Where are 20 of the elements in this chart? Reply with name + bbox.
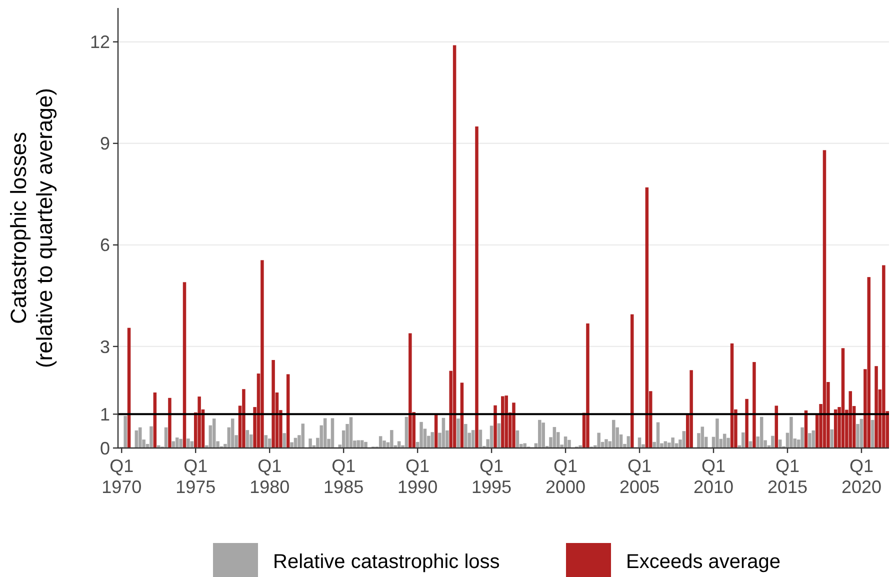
x-tick-label: Q1 1975 (176, 456, 216, 497)
x-tick-label: Q1 1995 (472, 456, 512, 497)
x-tick-label: Q1 1985 (324, 456, 364, 497)
y-tick-label: 0 (100, 438, 110, 458)
y-tick-label: 12 (90, 32, 110, 52)
y-tick-label: 9 (100, 134, 110, 154)
x-tick-label: Q1 2020 (841, 456, 882, 497)
legend-label: Exceeds average (626, 551, 781, 573)
y-tick-label: 1 (100, 404, 110, 424)
y-axis-title: Catastrophic losses (relative to quartely average) (6, 88, 57, 368)
x-tick-label: Q1 2000 (546, 456, 586, 497)
x-tick-label: Q1 1980 (250, 456, 290, 497)
y-tick-label: 3 (100, 336, 110, 357)
x-tick-label: Q1 1970 (102, 456, 142, 497)
x-tick-label: Q1 2015 (767, 456, 808, 497)
x-tick-label: Q1 2010 (693, 456, 734, 497)
x-tick-label: Q1 2005 (620, 456, 660, 497)
legend-label: Relative catastrophic loss (273, 551, 500, 573)
y-tick-label: 6 (100, 235, 110, 256)
x-tick-label: Q1 1990 (398, 456, 438, 497)
